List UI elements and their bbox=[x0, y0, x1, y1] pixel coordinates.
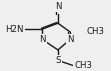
Text: N: N bbox=[67, 35, 73, 44]
Text: N: N bbox=[55, 2, 61, 11]
Text: N: N bbox=[39, 35, 46, 44]
Text: CH3: CH3 bbox=[74, 61, 92, 70]
Text: S: S bbox=[55, 56, 61, 65]
Text: CH3: CH3 bbox=[87, 27, 105, 36]
Text: H2N: H2N bbox=[5, 25, 24, 34]
